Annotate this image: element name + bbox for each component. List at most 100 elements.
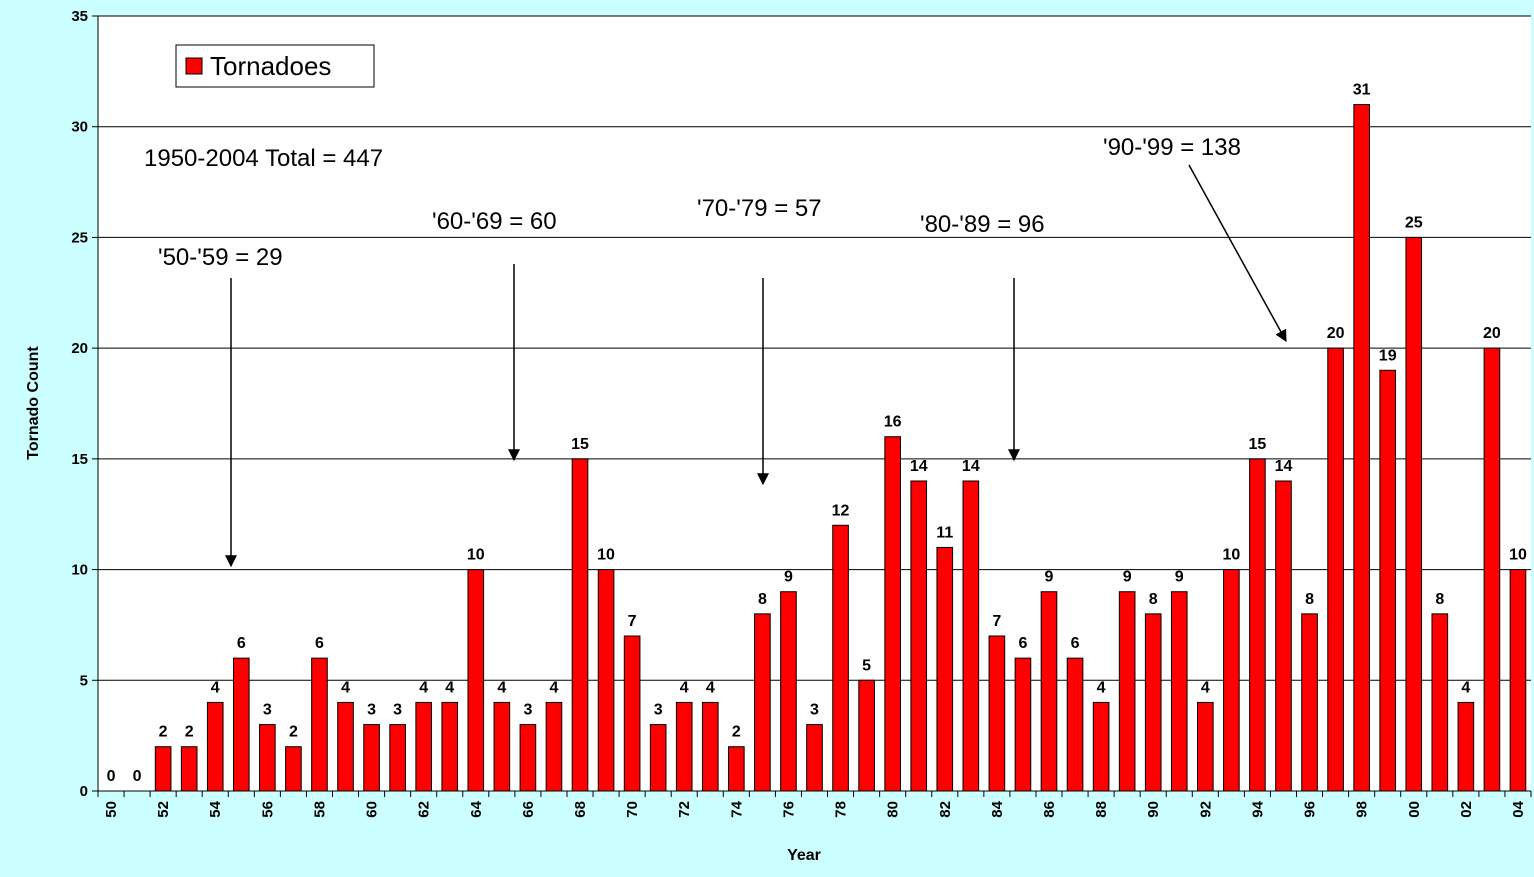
bar-85 — [1014, 657, 1032, 792]
bar-70 — [623, 635, 641, 792]
data-label-50: 0 — [107, 768, 116, 785]
bar-95 — [1275, 480, 1292, 792]
legend-label: Tornadoes — [210, 51, 331, 81]
data-label-68: 15 — [571, 436, 589, 453]
x-tick-labels: 50 52 54 56 58 60 62 64 66 68 70 72 74 76 78 80 82 84 86 88… — [103, 800, 1527, 817]
bar-89 — [1118, 591, 1136, 792]
data-label-64: 10 — [467, 547, 485, 564]
bar-02 — [1457, 701, 1475, 792]
x-tick-label: 96 — [1302, 801, 1319, 818]
x-tick-label: 94 — [1249, 800, 1266, 817]
x-tick-label: 52 — [155, 801, 172, 818]
data-label-51: 0 — [133, 768, 142, 785]
data-label-01: 8 — [1435, 591, 1444, 608]
data-label-97: 20 — [1327, 325, 1345, 342]
data-label-54: 4 — [211, 679, 220, 696]
bar-81 — [910, 480, 928, 792]
data-label-92: 4 — [1201, 679, 1210, 696]
y-tick-label: 30 — [71, 119, 88, 136]
bar-66 — [519, 724, 537, 792]
bar-59 — [337, 701, 354, 792]
x-tick-label: 62 — [416, 801, 433, 818]
bar-71 — [649, 724, 667, 792]
data-label-76: 9 — [784, 569, 793, 586]
bar-04 — [1509, 569, 1527, 792]
x-tick-label: 88 — [1093, 801, 1110, 818]
bar-84 — [988, 635, 1006, 792]
x-tick-label: 60 — [364, 801, 381, 818]
bar-90 — [1144, 613, 1162, 792]
x-tick-label: 80 — [885, 801, 902, 818]
data-label-73: 4 — [706, 679, 715, 696]
x-tick-label: 76 — [780, 801, 797, 818]
bar-80 — [884, 436, 901, 792]
bar-75 — [754, 613, 771, 792]
bar-61 — [389, 724, 406, 792]
data-label-78: 12 — [832, 502, 850, 519]
x-tick-label: 02 — [1458, 801, 1475, 818]
bar-60 — [363, 724, 380, 792]
bar-57 — [285, 746, 302, 792]
bar-68 — [571, 458, 589, 792]
data-label-02: 4 — [1461, 679, 1470, 696]
x-tick-label: 84 — [989, 800, 1006, 817]
bar-58 — [311, 657, 328, 792]
bar-65 — [493, 701, 511, 792]
bar-62 — [415, 701, 432, 792]
y-tick-labels: 0 5 10 15 20 25 30 35 — [71, 8, 88, 800]
bar-79 — [858, 679, 875, 792]
gridlines — [98, 15, 1531, 681]
x-axis-title: Year — [787, 847, 821, 864]
x-tick-label: 66 — [520, 801, 537, 818]
data-label-74: 2 — [732, 724, 741, 741]
x-tick-label: 70 — [624, 801, 641, 818]
data-label-65: 4 — [497, 679, 506, 696]
y-tick-label: 10 — [71, 562, 88, 579]
legend: Tornadoes — [175, 44, 375, 88]
x-tick-label: 54 — [207, 800, 224, 817]
data-label-79: 5 — [862, 657, 871, 674]
data-label-82: 11 — [936, 524, 953, 541]
data-label-72: 4 — [680, 679, 689, 696]
data-label-55: 6 — [237, 635, 246, 652]
x-tick-label: 56 — [259, 801, 276, 818]
x-tick-label: 00 — [1406, 801, 1423, 818]
data-label-52: 2 — [159, 724, 168, 741]
data-label-95: 14 — [1275, 458, 1293, 475]
data-label-85: 6 — [1018, 635, 1027, 652]
data-label-69: 10 — [597, 547, 615, 564]
bar-54 — [206, 701, 224, 792]
y-axis-title: Tornado Count — [25, 346, 42, 460]
bar-03 — [1483, 347, 1501, 792]
x-tick-label: 50 — [103, 801, 120, 818]
x-tick-label: 68 — [572, 801, 589, 818]
bar-56 — [259, 724, 276, 792]
x-tick-label: 86 — [1041, 801, 1058, 818]
y-tick-label: 35 — [71, 8, 88, 25]
bar-82 — [936, 546, 954, 792]
data-label-89: 9 — [1123, 569, 1132, 586]
x-tick-label: 92 — [1197, 801, 1214, 818]
data-label-00: 25 — [1405, 214, 1423, 231]
data-label-71: 3 — [654, 702, 663, 719]
data-label-98: 31 — [1353, 82, 1371, 99]
bar-69 — [597, 569, 615, 792]
annotations: 1950-2004 Total = 447 '50-'59 = 29 '60-'… — [144, 134, 1287, 568]
data-label-83: 14 — [962, 458, 980, 475]
bar-63 — [441, 701, 459, 792]
bar-91 — [1170, 591, 1188, 792]
bar-88 — [1092, 701, 1110, 792]
bars — [154, 104, 1527, 792]
data-label-86: 9 — [1045, 569, 1054, 586]
data-label-90: 8 — [1149, 591, 1158, 608]
bar-86 — [1040, 591, 1058, 792]
bar-00 — [1405, 236, 1423, 792]
bar-77 — [806, 724, 823, 792]
data-label-88: 4 — [1097, 679, 1106, 696]
bar-96 — [1301, 613, 1318, 792]
bar-98 — [1353, 104, 1370, 792]
bar-78 — [832, 524, 849, 792]
bar-94 — [1249, 458, 1266, 792]
data-label-56: 3 — [263, 702, 272, 719]
x-tick-label: 78 — [833, 801, 850, 818]
